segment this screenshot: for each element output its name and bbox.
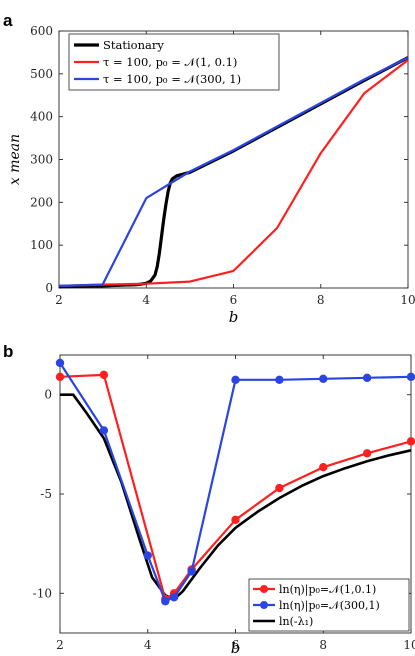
series-point-b-0 [406,437,415,446]
series-point-b-1 [187,567,196,576]
x-tick-label-a: 4 [142,293,150,307]
series-line-b-2 [60,393,412,601]
x-tick-label-b: 8 [319,638,327,652]
series-point-b-0 [362,449,372,458]
x-tick-label-b: 2 [56,638,64,652]
series-point-b-1 [275,375,284,385]
x-axis-label-b: b [231,639,241,656]
series-point-b-0 [99,370,109,380]
legend-a-label: τ = 100, p₀ = 𝒩(300, 1) [103,72,241,86]
series-line-a-1 [58,59,409,287]
y-tick-label-b: -5 [40,487,52,501]
series-line-b-0 [59,373,412,601]
series-point-b-1 [161,597,170,606]
series-point-b-0 [319,462,328,472]
y-axis-label-a: x mean [7,134,23,185]
x-tick-label-a: 6 [230,293,238,307]
x-tick-label-a: 2 [55,293,63,307]
series-point-b-1 [319,374,328,384]
series-point-b-1 [55,358,65,368]
y-tick-label-a: 300 [30,153,53,167]
series-point-b-1 [143,551,152,560]
x-tick-label-b: 10 [403,638,415,652]
plot-b: 2 4 6 8 10 0 -5 -10 b ln(η)|p₀=𝒩(1,0.1) ln(η)|p₀=𝒩… [33,354,415,656]
x-tick-label-a: 8 [317,293,325,307]
series-point-b-1 [99,426,109,435]
legend-a-label: Stationary [103,38,164,52]
y-tick-label-a: 0 [45,281,53,295]
series-point-b-0 [275,483,284,493]
legend-b-marker [260,585,268,593]
series-line-b-1 [59,362,412,603]
legend-b-label: ln(η)|p₀=𝒩(1,0.1) [279,583,376,597]
x-tick-label-b: 6 [232,638,240,652]
y-tick-label-a: 600 [30,24,53,38]
x-tick-label-b: 4 [144,638,152,652]
series-point-b-0 [55,372,65,382]
series-point-b-0 [231,515,240,525]
panel-label-a: a [3,11,13,30]
panel-label-b: b [3,342,13,361]
legend-b-marker [260,601,268,609]
legend-a [68,33,280,91]
legend-a-label: τ = 100, p₀ = 𝒩(1, 0.1) [103,55,237,69]
y-tick-label-b: -10 [33,586,52,600]
series-point-b-1 [169,593,179,602]
y-tick-label-a: 100 [30,238,53,252]
series-point-b-1 [362,373,372,383]
y-tick-label-a: 500 [30,67,53,81]
legend-b [248,578,410,632]
y-tick-label-b: 0 [44,388,52,402]
x-axis-label-a: b [229,308,239,326]
y-tick-label-a: 400 [30,110,53,124]
legend-b-label: ln(η)|p₀=𝒩(300,1) [279,599,380,613]
series-line-a-0 [58,56,409,289]
x-tick-label-a: 10 [400,293,415,307]
y-tick-label-a: 200 [30,195,53,209]
legend-b-label: ln(-λ₁) [279,615,313,628]
series-point-b-1 [231,375,240,385]
series-line-a-2 [58,56,409,287]
series-point-b-1 [406,372,415,382]
